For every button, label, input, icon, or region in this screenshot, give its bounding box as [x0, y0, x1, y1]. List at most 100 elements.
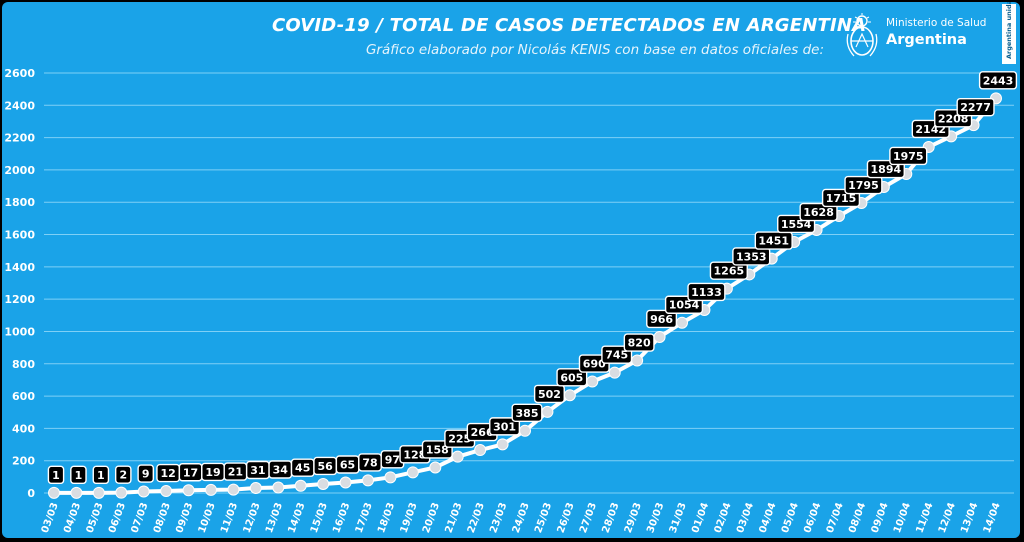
data-label-28/03: 745: [601, 345, 633, 364]
data-point-06/03: [115, 486, 128, 499]
x-tick-label-05/03: 05/03: [85, 501, 106, 534]
x-tick-label-25/03: 25/03: [533, 501, 554, 534]
data-point-15/03: [317, 477, 330, 490]
x-tick-label-03/03: 03/03: [40, 501, 61, 534]
data-label-text: 2443: [983, 74, 1014, 87]
data-label-text: 1: [75, 469, 83, 482]
data-label-text: 1353: [736, 250, 767, 263]
data-label-03/04: 1353: [732, 247, 771, 266]
data-label-text: 2: [119, 469, 127, 482]
data-label-text: 56: [317, 460, 333, 473]
data-label-text: 1795: [848, 179, 879, 192]
data-label-box: [601, 345, 633, 364]
data-point-19/03: [406, 466, 419, 479]
data-label-01/04: 1133: [687, 282, 726, 302]
x-tick-label-22/03: 22/03: [466, 501, 487, 534]
data-point-18/03: [384, 471, 397, 484]
data-label-text: 19: [205, 466, 220, 479]
data-label-30/03: 966: [646, 309, 678, 329]
ministry-country: Argentina: [886, 32, 967, 48]
data-label-text: 966: [650, 313, 673, 326]
y-tick-label-2400: 2400: [4, 99, 35, 112]
data-label-text: 1894: [871, 163, 902, 176]
y-tick-label-1800: 1800: [4, 196, 35, 209]
data-label-text: 820: [628, 337, 651, 350]
data-label-12/03: 31: [245, 460, 270, 480]
data-label-box: [889, 146, 928, 166]
data-label-13/04: 2277: [956, 97, 995, 117]
data-point-23/03: [496, 438, 509, 451]
gridlines: [44, 72, 1014, 494]
data-label-text: 1: [97, 469, 105, 482]
data-point-13/03: [272, 481, 285, 494]
data-label-04/04: 1451: [754, 231, 793, 250]
y-tick-label-200: 200: [12, 455, 35, 468]
y-tick-label-800: 800: [12, 358, 35, 371]
x-tick-label-02/04: 02/04: [713, 501, 734, 534]
data-label-text: 1628: [803, 206, 834, 219]
data-label-text: 65: [340, 459, 355, 472]
data-label-box: [844, 175, 883, 195]
data-label-box: [687, 282, 726, 302]
data-point-07/03: [137, 485, 150, 498]
data-label-text: 1: [52, 469, 60, 482]
data-label-16/03: 65: [335, 455, 360, 474]
y-tick-label-600: 600: [12, 390, 35, 403]
data-label-text: 745: [605, 349, 628, 362]
data-point-11/03: [227, 483, 240, 496]
data-point-12/03: [249, 481, 262, 494]
data-label-22/03: 266: [466, 422, 498, 442]
x-tick-label-14/03: 14/03: [286, 501, 307, 534]
x-tick-label-12/04: 12/04: [937, 501, 958, 534]
x-tick-label-07/04: 07/04: [825, 501, 846, 534]
data-label-text: 12: [160, 467, 175, 480]
x-tick-label-08/04: 08/04: [847, 501, 868, 534]
data-label-box: [709, 261, 748, 280]
data-label-text: 128: [403, 448, 426, 461]
data-point-21/03: [451, 450, 464, 463]
x-tick-label-15/03: 15/03: [309, 501, 330, 534]
x-tick-label-31/03: 31/03: [668, 501, 689, 534]
data-label-18/03: 97: [380, 450, 405, 469]
data-label-text: 605: [560, 371, 583, 384]
y-tick-label-2600: 2600: [4, 67, 35, 80]
data-point-30/03: [653, 330, 666, 343]
y-axis-ticks: 0 200 400 600 800 1000 1200 1400 1600 1800 2000 220…: [4, 67, 35, 500]
data-label-14/03: 45: [290, 458, 315, 477]
data-point-14/03: [294, 479, 307, 492]
x-tick-label-09/03: 09/03: [174, 501, 195, 534]
data-point-24/03: [519, 424, 531, 437]
x-tick-label-26/03: 26/03: [556, 501, 577, 534]
x-tick-label-17/03: 17/03: [354, 501, 375, 534]
data-label-11/03: 21: [223, 462, 248, 481]
data-label-26/03: 605: [556, 368, 588, 387]
data-label-15/03: 56: [313, 456, 338, 476]
data-label-text: 1265: [714, 265, 745, 278]
x-tick-label-21/03: 21/03: [443, 501, 464, 534]
data-label-13/03: 34: [268, 460, 293, 479]
data-label-text: 301: [493, 420, 516, 433]
data-label-box: [114, 465, 132, 484]
x-tick-label-04/04: 04/04: [757, 501, 778, 534]
x-tick-label-06/04: 06/04: [802, 501, 823, 534]
data-label-10/04: 1975: [889, 146, 928, 166]
x-tick-label-11/04: 11/04: [914, 501, 935, 534]
data-label-text: 1715: [826, 192, 857, 205]
x-tick-label-27/03: 27/03: [578, 501, 599, 534]
data-point-26/03: [563, 389, 576, 402]
x-tick-label-13/03: 13/03: [264, 501, 285, 534]
data-label-07/03: 9: [137, 464, 155, 483]
x-tick-label-11/03: 11/03: [219, 501, 240, 534]
data-point-09/03: [182, 484, 195, 497]
data-label-text: 21: [228, 466, 243, 479]
x-tick-label-03/04: 03/04: [735, 501, 756, 534]
x-axis-ticks: 03/03 04/03 05/03 06/03 07/03 08/03 09/03 10/03…: [40, 501, 1003, 534]
x-tick-label-01/04: 01/04: [690, 501, 711, 534]
data-label-10/03: 19: [201, 462, 225, 482]
data-label-box: [623, 333, 655, 352]
data-point-20/03: [429, 461, 442, 474]
x-tick-label-12/03: 12/03: [242, 501, 263, 534]
x-tick-label-08/03: 08/03: [152, 501, 173, 534]
coat-of-arms-icon: [846, 13, 878, 57]
